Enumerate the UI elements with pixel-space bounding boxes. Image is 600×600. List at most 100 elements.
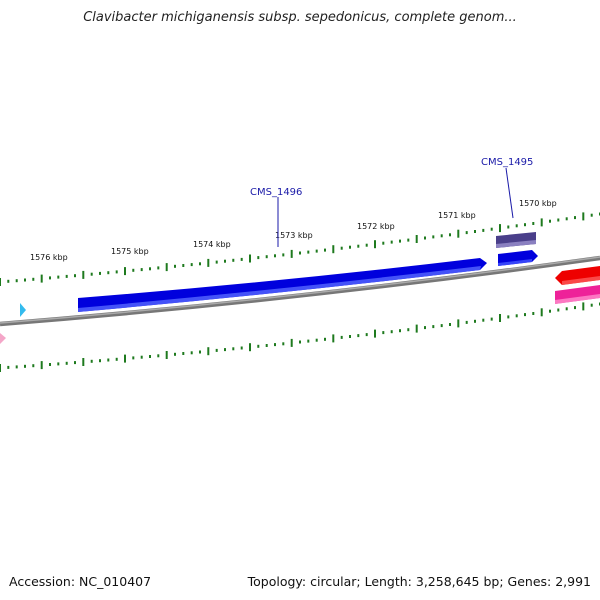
ruler-label: 1570 kbp [519, 199, 557, 208]
gene-arrow-cms-1496[interactable] [78, 258, 487, 312]
ruler-minor-tick [190, 263, 193, 267]
ruler-major-tick [374, 240, 376, 249]
ruler-minor-tick [115, 357, 118, 361]
feature-arrow-red[interactable] [555, 266, 600, 285]
ruler-major-tick [165, 263, 168, 272]
ruler-minor-tick [590, 303, 593, 307]
ruler-major-tick [499, 224, 501, 233]
ruler-major-tick [249, 343, 251, 352]
gene-label-leader [505, 167, 514, 219]
ruler-minor-tick [557, 218, 560, 222]
ruler-minor-tick [465, 320, 468, 324]
ruler-minor-tick [390, 240, 393, 244]
ruler-label: 1576 kbp [30, 253, 68, 262]
ruler-minor-tick [7, 365, 10, 369]
ruler-minor-tick [257, 344, 260, 348]
ruler-minor-tick [90, 272, 93, 276]
ruler-major-tick [582, 302, 585, 311]
ruler-label: 1571 kbp [438, 211, 476, 220]
ruler-minor-tick [490, 227, 493, 231]
ruler-minor-tick [232, 347, 235, 351]
ruler-major-tick [124, 354, 126, 363]
ruler-major-tick [82, 358, 85, 366]
ruler-minor-tick [574, 306, 576, 310]
ruler-minor-tick [99, 359, 101, 363]
ruler-minor-tick [424, 236, 426, 240]
ruler-minor-tick [307, 250, 310, 254]
ruler-minor-tick [57, 362, 60, 366]
ruler-minor-tick [399, 329, 401, 333]
ruler-minor-tick [190, 351, 193, 355]
ruler-minor-tick [174, 264, 176, 268]
ruler-major-tick [0, 278, 1, 286]
ruler-minor-tick [515, 224, 518, 228]
feature-block-pink[interactable] [555, 285, 600, 304]
ruler-major-tick [499, 314, 501, 322]
ruler-major-tick [457, 319, 460, 328]
ruler-minor-tick [140, 268, 143, 272]
ruler-minor-tick [549, 219, 551, 223]
ruler-minor-tick [532, 312, 535, 315]
ruler-minor-tick [524, 313, 526, 317]
ruler-minor-tick [65, 274, 68, 278]
ruler-minor-tick [524, 223, 526, 227]
ruler-major-tick [332, 245, 335, 254]
ruler-major-tick [540, 218, 543, 227]
ruler-major-tick [415, 324, 418, 333]
ruler-minor-tick [15, 365, 18, 369]
ruler-major-tick [290, 338, 293, 347]
ruler-minor-tick [90, 359, 93, 363]
ruler-major-tick [249, 254, 251, 263]
ruler-major-tick [332, 334, 335, 343]
ruler-minor-tick [474, 319, 476, 323]
ruler-minor-tick [265, 255, 268, 259]
ruler-minor-tick [199, 262, 201, 266]
ruler-minor-tick [274, 343, 276, 347]
ruler-minor-tick [132, 356, 135, 360]
ruler-minor-tick [282, 253, 285, 257]
ruler-minor-tick [324, 248, 326, 252]
ruler-major-tick [82, 270, 85, 279]
ruler-major-tick [40, 361, 43, 370]
marker-pink-icon[interactable] [0, 333, 6, 344]
ruler-minor-tick [240, 346, 243, 350]
ruler-minor-tick [215, 348, 218, 352]
ruler-minor-tick [215, 260, 218, 264]
ruler-minor-tick [449, 233, 451, 237]
gene-label-cms-1495[interactable]: CMS_1495 [481, 157, 533, 168]
ruler-minor-tick [99, 271, 101, 275]
ruler-minor-tick [232, 258, 235, 262]
ruler-minor-tick [432, 325, 435, 329]
ruler-minor-tick [515, 314, 518, 318]
ruler-minor-tick [74, 361, 76, 365]
ruler-minor-tick [357, 244, 360, 248]
ruler-minor-tick [282, 342, 285, 346]
ruler-minor-tick [465, 231, 468, 235]
ruler-minor-tick [115, 270, 118, 274]
ruler-minor-tick [7, 279, 10, 283]
accession-text: Accession: NC_010407 [9, 574, 152, 589]
ruler-minor-tick [224, 259, 226, 263]
ruler-minor-tick [107, 358, 110, 362]
ruler-minor-tick [482, 318, 485, 322]
ruler-major-tick [415, 235, 418, 243]
gene-arrow-cms-1495[interactable] [498, 250, 538, 266]
marker-cyan-icon[interactable] [20, 303, 26, 317]
ruler-minor-tick [507, 225, 510, 229]
ruler-minor-tick [382, 241, 385, 245]
ruler-minor-tick [565, 307, 568, 311]
ruler-minor-tick [24, 364, 26, 368]
ruler-minor-tick [324, 337, 326, 341]
ruler-minor-tick [399, 239, 401, 243]
ruler-minor-tick [257, 256, 260, 260]
ruler-minor-tick [565, 217, 568, 221]
ruler-label: 1574 kbp [193, 240, 231, 249]
ruler-minor-tick [32, 277, 35, 281]
ruler-minor-tick [574, 216, 576, 220]
gene-label-cms-1496[interactable]: CMS_1496 [250, 187, 302, 198]
feature-block-purple[interactable] [496, 232, 536, 248]
ruler-minor-tick [490, 317, 493, 321]
ruler-minor-tick [590, 213, 593, 217]
ruler-minor-tick [57, 275, 60, 279]
